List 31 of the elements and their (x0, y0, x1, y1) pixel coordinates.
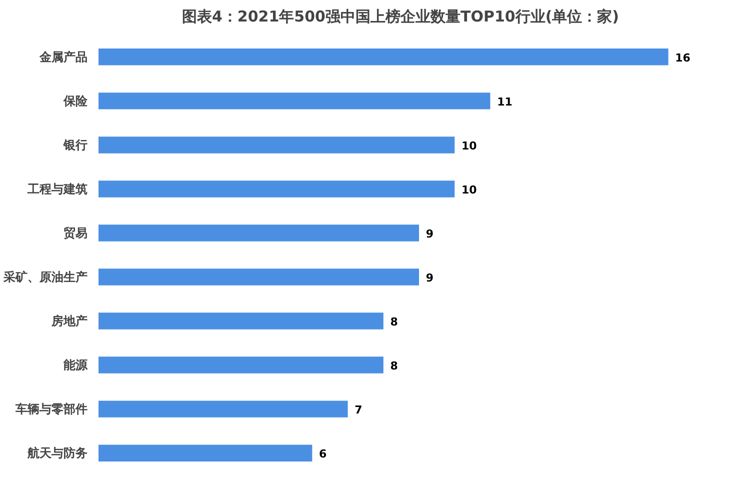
y-tick-label: 贸易 (64, 226, 88, 240)
y-tick-label: 能源 (64, 358, 88, 372)
bar (98, 180, 455, 198)
data-label: 6 (319, 448, 328, 461)
bar (98, 224, 420, 242)
data-label: 10 (461, 139, 478, 152)
bar (98, 48, 668, 66)
bar (98, 400, 348, 418)
y-tick-label: 保险 (62, 94, 88, 108)
data-label: 8 (390, 316, 398, 329)
chart-title: 图表4：2021年500强中国上榜企业数量TOP10行业(单位：家) (182, 8, 620, 26)
bar (98, 92, 490, 110)
y-tick-label: 金属产品 (38, 50, 88, 64)
data-label: 11 (497, 95, 512, 108)
data-label: 9 (426, 272, 434, 285)
data-label: 10 (461, 183, 478, 196)
y-tick-label: 采矿、原油生产 (2, 270, 88, 284)
bar (98, 444, 312, 462)
data-label: 8 (390, 360, 398, 373)
y-tick-label: 房地产 (50, 314, 88, 328)
bar (98, 312, 384, 330)
bar (98, 356, 384, 374)
y-tick-label: 航天与防务 (26, 446, 88, 460)
y-tick-label: 车辆与零部件 (14, 402, 88, 416)
y-tick-label: 工程与建筑 (26, 182, 88, 196)
bar (98, 136, 455, 154)
data-label: 16 (675, 51, 691, 64)
bar (98, 268, 420, 286)
data-label: 9 (426, 227, 434, 240)
y-tick-label: 银行 (62, 138, 88, 152)
data-label: 7 (354, 404, 362, 417)
